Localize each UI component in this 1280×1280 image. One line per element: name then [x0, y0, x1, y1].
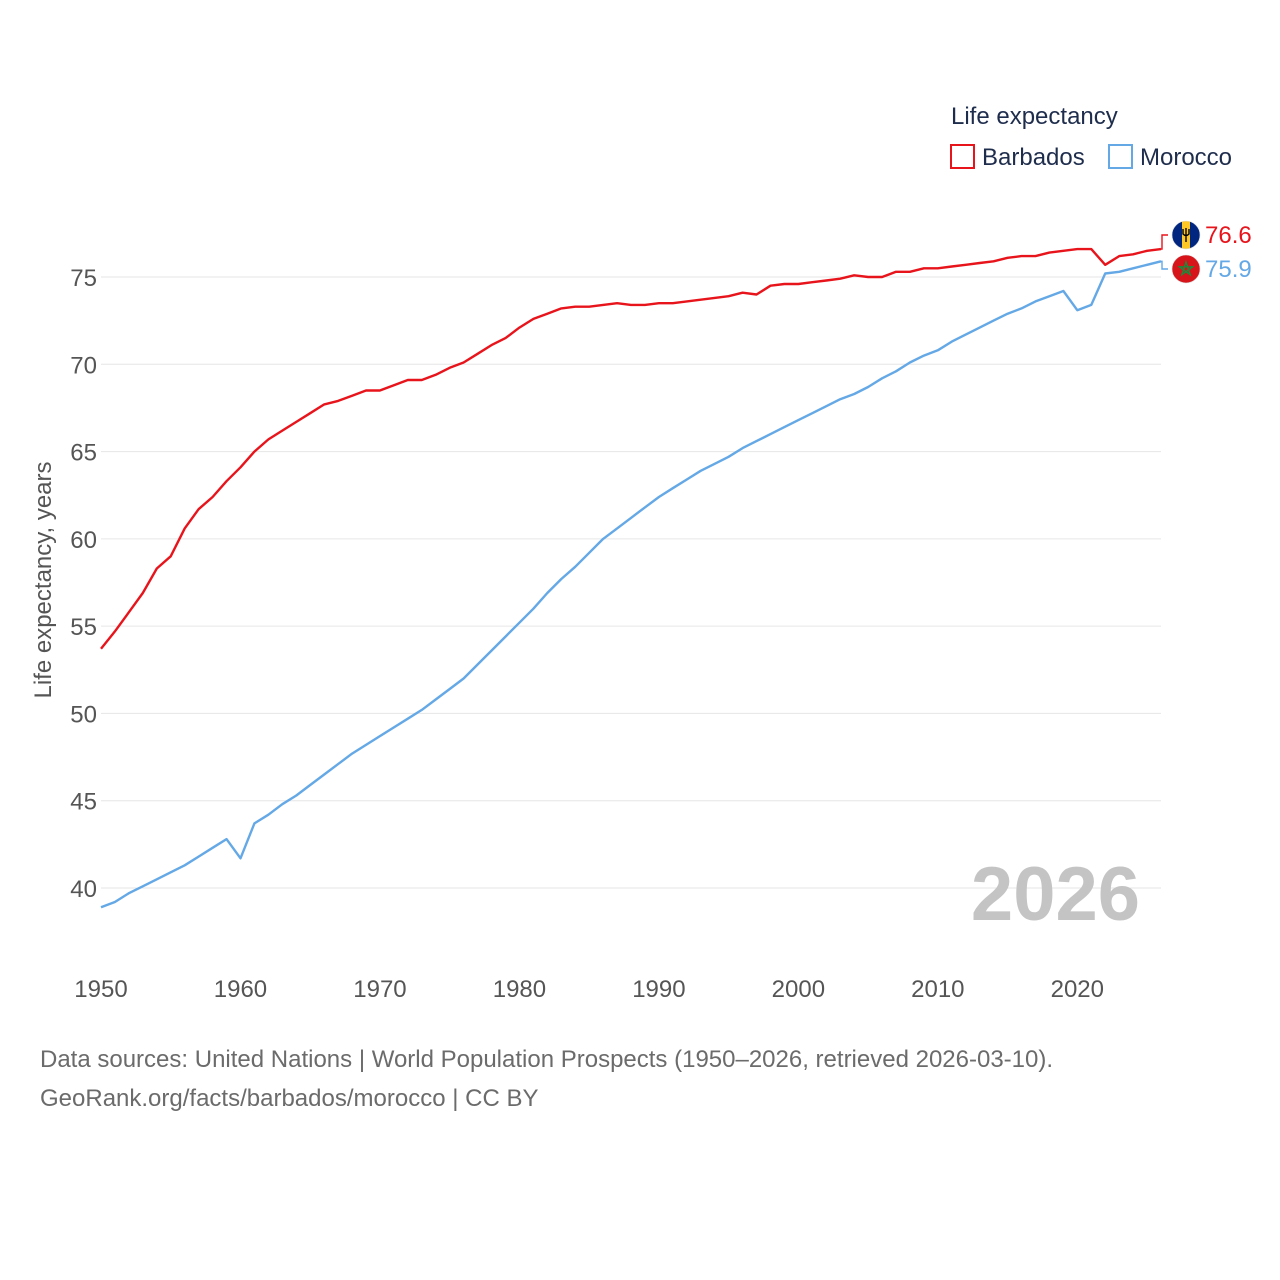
y-axis-title: Life expectancy, years — [30, 461, 57, 698]
series-line-morocco — [100, 260, 1162, 909]
source-line-2: GeoRank.org/facts/barbados/morocco | CC … — [40, 1085, 539, 1112]
y-tick-label-55: 55 — [70, 614, 97, 641]
x-tick-label-1970: 1970 — [353, 976, 406, 1003]
end-markers: 76.6 75.9 — [1161, 220, 1252, 284]
legend-label-barbados: Barbados — [982, 144, 1085, 171]
morocco-flag-icon — [1171, 254, 1201, 284]
y-tick-label-50: 50 — [70, 701, 97, 728]
y-tick-label-70: 70 — [70, 352, 97, 379]
legend-item-barbados[interactable]: Barbados — [950, 144, 1085, 171]
end-value-label-barbados: 76.6 — [1205, 222, 1252, 249]
legend-label-morocco: Morocco — [1140, 144, 1232, 171]
life-expectancy-chart: 40 45 50 55 60 65 70 75 1950 1960 1970 1980 1990 200… — [30, 103, 1252, 1003]
leader-line-barbados — [1161, 234, 1168, 250]
legend-title: Life expectancy — [951, 103, 1118, 130]
y-tick-label-40: 40 — [70, 876, 97, 903]
x-tick-label-1950: 1950 — [74, 976, 127, 1003]
x-tick-label-2020: 2020 — [1051, 976, 1104, 1003]
legend-item-morocco[interactable]: Morocco — [1108, 144, 1232, 171]
y-tick-label-60: 60 — [70, 527, 97, 554]
legend-swatch-barbados — [950, 144, 975, 169]
x-tick-label-2000: 2000 — [772, 976, 825, 1003]
year-watermark: 2026 — [971, 852, 1140, 937]
x-tick-label-2010: 2010 — [911, 976, 964, 1003]
barbados-flag-icon — [1171, 220, 1201, 250]
x-tick-label-1990: 1990 — [632, 976, 685, 1003]
y-tick-label-65: 65 — [70, 440, 97, 467]
series-line-barbados — [100, 247, 1162, 650]
legend: Life expectancy Barbados Morocco — [950, 103, 1232, 171]
grid-lines — [101, 276, 1161, 889]
leader-line-morocco — [1161, 260, 1168, 270]
series-lines — [100, 247, 1162, 909]
legend-swatch-morocco — [1108, 144, 1133, 169]
end-value-label-morocco: 75.9 — [1205, 256, 1252, 283]
y-tick-label-75: 75 — [70, 265, 97, 292]
x-axis-ticks: 1950 1960 1970 1980 1990 2000 2010 2020 — [74, 976, 1104, 1003]
x-tick-label-1980: 1980 — [493, 976, 546, 1003]
x-tick-label-1960: 1960 — [214, 976, 267, 1003]
y-axis-ticks: 40 45 50 55 60 65 70 75 — [70, 265, 97, 903]
y-tick-label-45: 45 — [70, 789, 97, 816]
source-line-1: Data sources: United Nations | World Pop… — [40, 1046, 1054, 1073]
